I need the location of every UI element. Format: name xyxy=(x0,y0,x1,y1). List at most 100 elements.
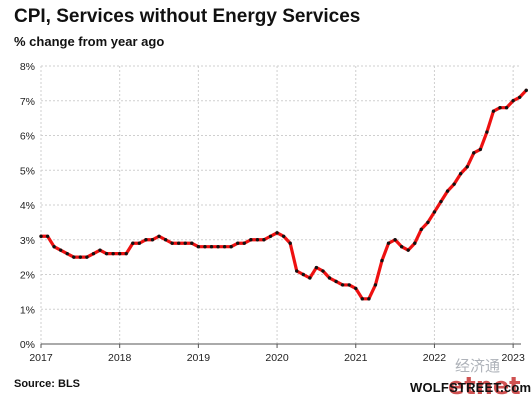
y-tick-label: 2% xyxy=(20,270,35,282)
x-tick-label: 2018 xyxy=(108,352,132,364)
data-point xyxy=(354,286,358,291)
chart-title: CPI, Services without Energy Services xyxy=(14,6,361,27)
y-tick-label: 0% xyxy=(20,339,35,351)
data-point xyxy=(347,283,351,287)
data-point xyxy=(491,109,496,113)
data-point xyxy=(117,251,122,256)
data-point xyxy=(72,255,76,259)
data-point xyxy=(327,276,332,280)
data-point xyxy=(281,234,286,238)
data-point xyxy=(288,241,292,245)
data-point xyxy=(498,106,502,110)
data-point xyxy=(413,241,417,245)
data-point xyxy=(321,269,325,273)
y-tick-label: 4% xyxy=(20,200,35,212)
data-point xyxy=(177,241,181,245)
data-point xyxy=(478,147,483,152)
data-point xyxy=(242,241,246,245)
data-point xyxy=(190,241,194,245)
data-point xyxy=(458,172,463,176)
data-point xyxy=(406,248,410,252)
data-point xyxy=(465,165,469,169)
data-point xyxy=(183,241,187,245)
data-point xyxy=(472,151,476,155)
data-point xyxy=(85,255,89,259)
data-point xyxy=(419,227,424,232)
watermark-chinese: 经济通 xyxy=(455,358,501,375)
data-point xyxy=(98,248,102,252)
data-line xyxy=(39,88,528,301)
data-point xyxy=(439,199,443,204)
data-point xyxy=(137,241,142,245)
data-point xyxy=(144,238,148,242)
data-point xyxy=(91,251,96,256)
x-tick-label: 2023 xyxy=(501,352,525,364)
watermark-logo: etnet xyxy=(448,372,521,400)
data-point xyxy=(150,238,155,242)
data-point xyxy=(393,238,397,242)
data-point xyxy=(360,297,365,301)
x-tick-label: 2019 xyxy=(187,352,211,364)
y-tick-label: 6% xyxy=(20,131,35,143)
data-point xyxy=(236,241,240,245)
series-markers xyxy=(39,88,528,301)
data-point xyxy=(196,245,201,249)
data-point xyxy=(229,245,233,249)
y-tick-label: 1% xyxy=(20,304,35,316)
y-tick-label: 5% xyxy=(20,165,35,177)
x-tick-label: 2021 xyxy=(344,352,368,364)
data-point xyxy=(504,106,509,110)
data-point xyxy=(373,283,378,287)
x-axis: 2017 2018 2019 2020 2021 2022 2023 xyxy=(29,343,525,364)
data-point xyxy=(78,255,83,259)
data-point xyxy=(52,245,56,249)
brand-label: WOLFSTREET.com xyxy=(410,380,531,395)
series-line xyxy=(39,88,528,301)
data-point xyxy=(262,238,266,242)
data-point xyxy=(255,238,260,242)
data-point xyxy=(111,251,115,256)
data-point xyxy=(426,220,430,225)
data-point xyxy=(222,245,227,249)
data-point xyxy=(124,251,128,256)
data-point xyxy=(58,248,63,252)
data-point xyxy=(308,276,312,280)
data-point xyxy=(104,251,109,256)
data-point xyxy=(170,241,174,245)
data-point xyxy=(163,238,168,242)
data-point xyxy=(334,279,338,284)
data-point xyxy=(314,265,319,270)
y-tick-label: 8% xyxy=(20,61,35,73)
data-point xyxy=(386,241,391,245)
data-point xyxy=(517,95,522,99)
source-note: Source: BLS xyxy=(14,378,81,390)
data-point xyxy=(432,210,437,214)
data-point xyxy=(39,234,43,238)
data-point xyxy=(367,297,371,301)
data-point xyxy=(65,251,69,256)
data-point xyxy=(399,245,404,249)
data-point xyxy=(209,245,214,249)
data-point xyxy=(216,245,220,249)
data-point xyxy=(295,269,299,273)
data-point xyxy=(157,234,161,238)
data-point xyxy=(340,283,345,287)
data-point xyxy=(380,258,384,263)
data-point xyxy=(249,238,253,242)
data-point xyxy=(524,88,528,93)
y-tick-label: 3% xyxy=(20,235,35,247)
chart-subtitle: % change from year ago xyxy=(14,34,165,49)
x-tick-label: 2017 xyxy=(29,352,53,364)
data-point xyxy=(445,189,450,193)
data-point xyxy=(452,182,456,186)
data-point xyxy=(511,99,515,103)
data-point xyxy=(203,245,207,249)
x-tick-label: 2022 xyxy=(423,352,447,364)
gridlines xyxy=(40,65,521,345)
data-point xyxy=(268,234,273,238)
data-point xyxy=(131,241,135,245)
data-point xyxy=(45,234,50,238)
x-tick-label: 2020 xyxy=(265,352,289,364)
data-point xyxy=(301,272,305,277)
